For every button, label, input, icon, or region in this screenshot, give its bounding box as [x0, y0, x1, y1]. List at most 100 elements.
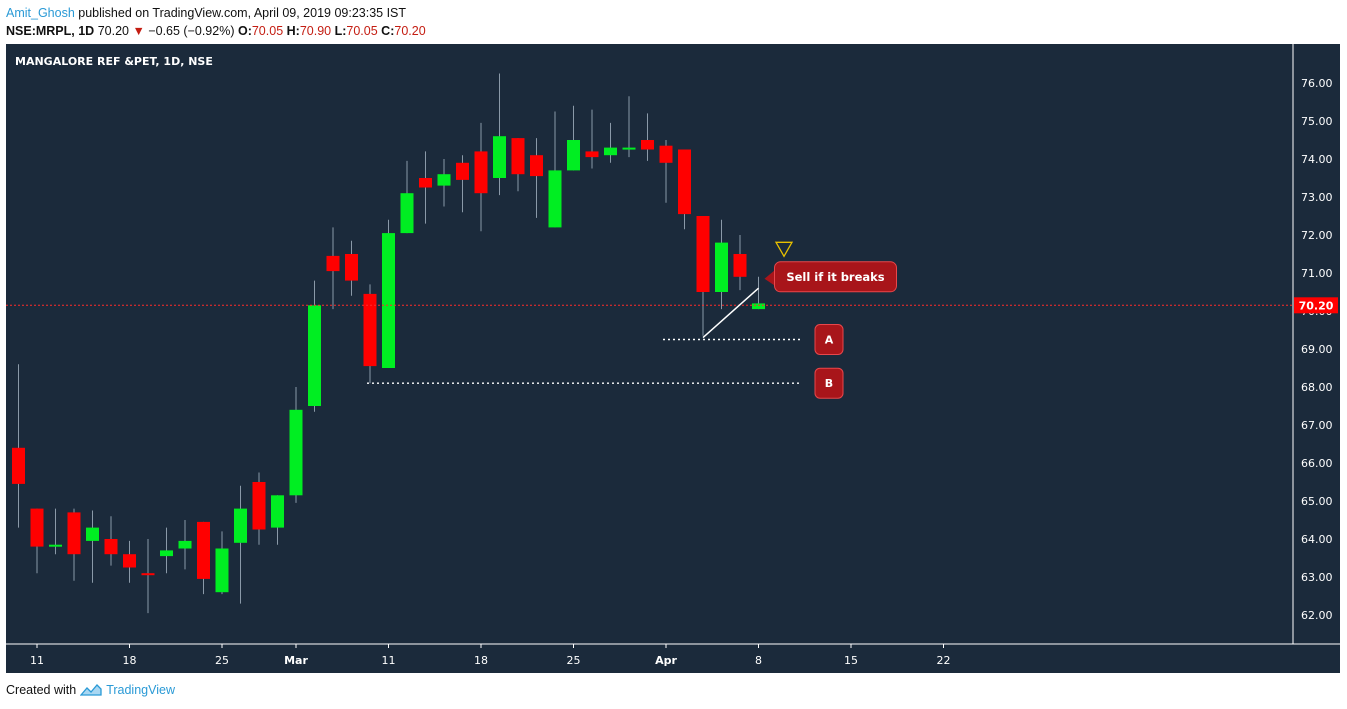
ohlc-line: NSE:MRPL, 1D 70.20 ▼ −0.65 (−0.92%) O:70… — [6, 22, 426, 40]
high-value: 70.90 — [299, 24, 332, 38]
x-tick-label: 11 — [30, 654, 44, 667]
candle-down — [104, 539, 118, 555]
open-value: 70.05 — [251, 24, 284, 38]
candle-down — [419, 178, 432, 188]
y-tick-label: 68.00 — [1301, 381, 1333, 394]
y-tick-label: 64.00 — [1301, 533, 1333, 546]
candles-group — [12, 73, 765, 614]
y-tick-label: 63.00 — [1301, 571, 1333, 584]
change-value: −0.65 (−0.92%) — [148, 24, 235, 38]
candle-down — [474, 151, 488, 194]
close-label: C: — [381, 24, 395, 38]
candle-down — [678, 149, 691, 215]
candle-up — [271, 495, 284, 528]
publish-line: Amit_Ghosh published on TradingView.com,… — [6, 4, 426, 22]
candle-down — [326, 255, 340, 272]
candle-up — [567, 140, 580, 171]
candle-down — [733, 254, 747, 277]
open-label: O: — [237, 24, 252, 38]
y-tick-label: 73.00 — [1301, 191, 1333, 204]
high-label: H: — [286, 24, 300, 38]
candle-up — [234, 508, 247, 543]
symbol-label: NSE:MRPL, 1D — [6, 24, 95, 38]
chart-header: Amit_Ghosh published on TradingView.com,… — [6, 4, 426, 40]
x-tick-label: Mar — [284, 654, 308, 667]
y-axis[interactable]: 62.00 63.00 64.00 65.00 66.00 67.00 68.00 69.00… — [1301, 77, 1333, 622]
level-b-label: B — [825, 377, 833, 390]
candle-down — [30, 508, 44, 547]
y-tick-label: 67.00 — [1301, 419, 1333, 432]
last-price-tag — [1294, 297, 1338, 314]
tradingview-logo-icon — [80, 684, 102, 696]
candle-down — [123, 554, 136, 568]
footer: Created with TradingView — [6, 683, 175, 697]
author-link[interactable]: Amit_Ghosh — [6, 6, 75, 20]
x-tick-label: 8 — [755, 654, 762, 667]
candle-up — [289, 409, 303, 496]
down-triangle-icon — [774, 241, 794, 258]
level-b-badge — [814, 367, 844, 399]
x-axis[interactable]: 11 18 25 Mar 11 18 25 Apr 8 15 22 — [30, 644, 951, 667]
candle-down — [197, 521, 210, 579]
candle-down — [252, 482, 266, 530]
candle-up — [215, 548, 229, 593]
low-label: L: — [334, 24, 347, 38]
candle-down — [530, 155, 543, 177]
candle-down — [641, 140, 654, 150]
candle-down — [67, 512, 81, 555]
candle-down — [141, 573, 155, 576]
candle-up — [604, 147, 617, 156]
low-value: 70.05 — [346, 24, 378, 38]
tradingview-brand-link[interactable]: TradingView — [106, 683, 175, 697]
x-tick-label: 25 — [215, 654, 229, 667]
candle-up — [400, 193, 414, 234]
candle-up — [382, 233, 395, 368]
candle-down — [585, 151, 599, 158]
candle-up — [49, 544, 62, 547]
y-tick-label: 66.00 — [1301, 457, 1333, 470]
x-tick-label: Apr — [655, 654, 677, 667]
trend-line — [702, 287, 759, 339]
published-text: published on TradingView.com, April 09, … — [78, 6, 407, 20]
candle-down — [659, 145, 673, 163]
candle-down — [696, 216, 710, 292]
y-tick-label: 62.00 — [1301, 609, 1333, 622]
y-tick-label: 65.00 — [1301, 495, 1333, 508]
callout-pointer — [764, 268, 777, 287]
x-tick-label: 22 — [937, 654, 951, 667]
y-tick-label: 69.00 — [1301, 343, 1333, 356]
candle-up — [160, 550, 173, 557]
candle-down — [511, 138, 525, 175]
candle-down — [12, 447, 25, 484]
change-arrow-icon: ▼ — [132, 24, 145, 38]
annotations-group: 70.20 A B Sell if it breaks — [6, 241, 1338, 399]
sell-callout-box — [774, 261, 897, 293]
chart-title: MANGALORE REF &PET, 1D, NSE — [15, 55, 213, 68]
last-price-label: 70.20 — [1299, 299, 1334, 312]
y-tick-label: 71.00 — [1301, 267, 1333, 280]
candle-up — [715, 242, 728, 292]
candle-down — [345, 254, 358, 281]
sell-callout-text: Sell if it breaks — [786, 270, 884, 284]
x-tick-label: 25 — [567, 654, 581, 667]
candle-up — [548, 170, 562, 228]
candle-up — [437, 174, 451, 186]
last-price: 70.20 — [97, 24, 129, 38]
candle-up — [178, 540, 192, 549]
candle-up — [86, 527, 99, 541]
candlestick-chart[interactable]: MANGALORE REF &PET, 1D, NSE 62.00 63.00 64… — [6, 44, 1340, 673]
close-value: 70.20 — [394, 24, 426, 38]
candle-up — [493, 136, 506, 178]
level-a-badge — [814, 324, 844, 355]
x-tick-label: 18 — [474, 654, 488, 667]
y-tick-label: 75.00 — [1301, 115, 1333, 128]
y-tick-label: 72.00 — [1301, 229, 1333, 242]
x-tick-label: 15 — [844, 654, 858, 667]
created-with-text: Created with — [6, 683, 77, 697]
y-tick-label: 76.00 — [1301, 77, 1333, 90]
y-tick-label: 74.00 — [1301, 153, 1333, 166]
candle-up — [622, 147, 636, 150]
candle-down — [456, 162, 469, 180]
candle-up — [752, 303, 765, 310]
candle-down — [363, 293, 377, 367]
